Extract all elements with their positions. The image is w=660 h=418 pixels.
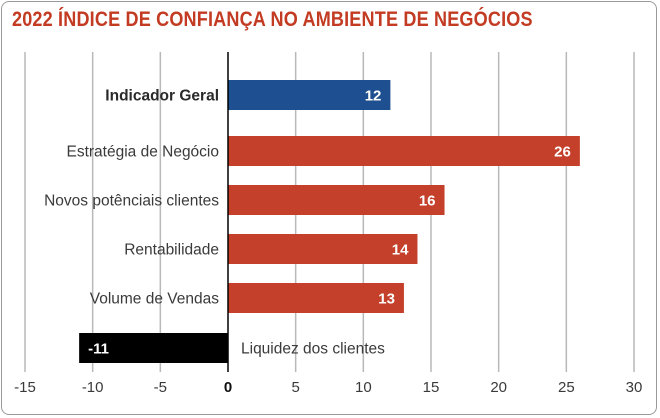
bar-5: [79, 333, 228, 363]
category-label-4: Volume de Vendas: [90, 291, 220, 308]
chart-title: 2022 ÍNDICE DE CONFIANÇA NO AMBIENTE DE …: [12, 8, 533, 31]
category-label-1: Estratégia de Negócio: [66, 144, 219, 161]
value-label-1: 26: [554, 144, 571, 161]
value-label-4: 13: [378, 291, 395, 308]
value-label-3: 14: [392, 242, 409, 259]
bar-1: [228, 136, 580, 166]
x-tick-label-10: 10: [355, 379, 372, 396]
bar-4: [228, 283, 404, 313]
value-label-0: 12: [365, 88, 382, 105]
x-tick-label-0: 0: [224, 379, 232, 396]
x-tick-label-5: 5: [291, 379, 299, 396]
x-tick-label-20: 20: [490, 379, 507, 396]
x-tick-label-15: 15: [423, 379, 440, 396]
category-label-5: Liquidez dos clientes: [241, 341, 385, 358]
bar-3: [228, 234, 418, 264]
x-tick-label--15: -15: [14, 379, 36, 396]
category-label-3: Rentabilidade: [124, 242, 219, 259]
value-label-2: 16: [419, 193, 436, 210]
x-tick-label-30: 30: [626, 379, 643, 396]
bar-0: [228, 80, 391, 110]
x-tick-label-25: 25: [558, 379, 575, 396]
category-label-2: Novos potênciais clientes: [44, 193, 219, 210]
value-label-5: -11: [88, 341, 109, 358]
x-tick-label--5: -5: [154, 379, 167, 396]
x-tick-label--10: -10: [82, 379, 104, 396]
category-label-0: Indicador Geral: [105, 88, 219, 105]
bar-2: [228, 185, 445, 215]
